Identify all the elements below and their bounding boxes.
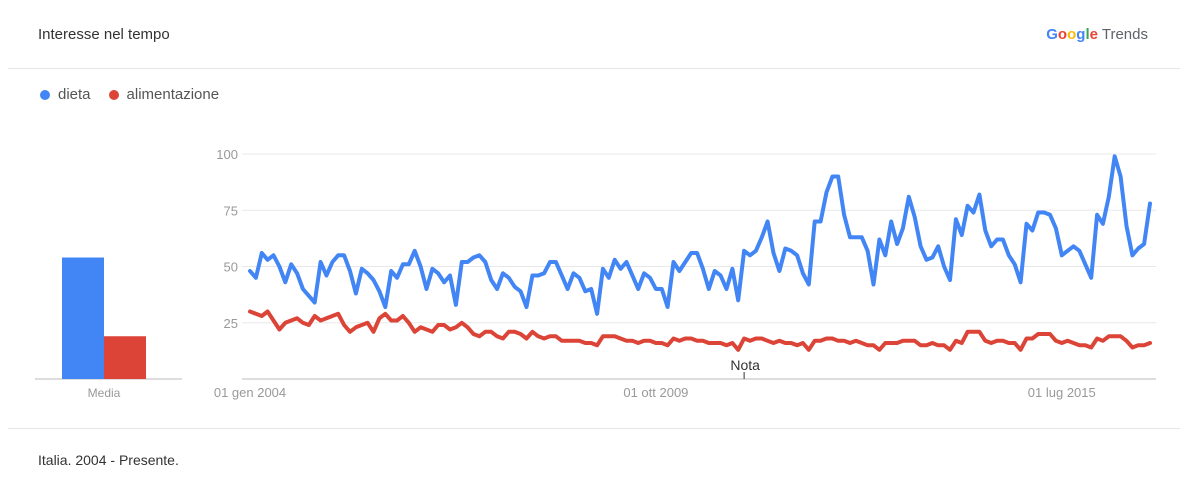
google-letter: l <box>1085 26 1090 43</box>
google-letter: G <box>1046 26 1058 43</box>
x-tick-label: 01 gen 2004 <box>214 385 286 400</box>
card-header: Interesse nel tempo Google Trends <box>8 8 1180 69</box>
average-bar-dieta <box>62 257 104 379</box>
legend-dot-icon <box>108 89 119 100</box>
footer-divider <box>8 428 1180 429</box>
chart-legend: dieta alimentazione <box>40 86 237 103</box>
average-label: Media <box>88 386 121 400</box>
y-tick-label: 50 <box>224 260 238 275</box>
google-letter: o <box>1057 26 1068 43</box>
google-letter: o <box>1067 26 1077 43</box>
series-line-dieta <box>248 154 1152 316</box>
y-tick-label: 100 <box>216 147 238 162</box>
legend-label-alimentazione: alimentazione <box>126 86 220 103</box>
google-wordmark: Google <box>1046 26 1098 43</box>
legend-dot-icon <box>40 89 50 100</box>
google-letter: e <box>1089 26 1098 43</box>
trends-wordmark: Trends <box>1101 26 1148 43</box>
y-tick-label: 25 <box>224 316 238 331</box>
legend-item-alimentazione[interactable]: alimentazione <box>108 86 220 103</box>
footer-caption: Italia. 2004 - Presente. <box>38 452 179 468</box>
y-tick-label: 75 <box>224 203 238 218</box>
note-background <box>724 356 767 374</box>
legend-item-dieta[interactable]: dieta <box>40 86 91 103</box>
legend-label-dieta: dieta <box>58 86 91 103</box>
series-line-alimentazione <box>248 309 1152 352</box>
google-letter: g <box>1076 26 1086 43</box>
x-tick-label: 01 ott 2009 <box>623 385 688 400</box>
average-bar-alimentazione <box>104 336 146 379</box>
card-title: Interesse nel tempo <box>38 26 170 43</box>
google-trends-logo[interactable]: Google Trends <box>1046 26 1148 43</box>
x-tick-label: 01 lug 2015 <box>1028 385 1096 400</box>
note-label[interactable]: Nota <box>730 357 760 373</box>
